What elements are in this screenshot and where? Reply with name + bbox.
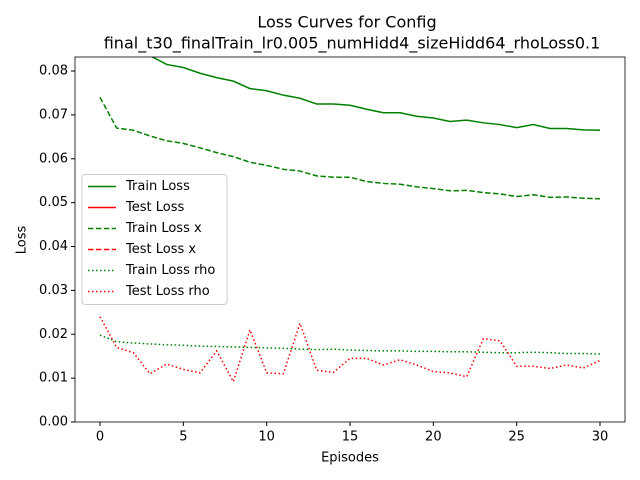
legend-label: Test Loss rho [125,284,210,299]
y-tick-label: 0.08 [39,64,68,79]
series-line [150,57,601,132]
x-axis-label: Episodes [321,451,379,466]
legend-label: Test Loss [125,200,184,215]
x-tick-label: 30 [592,430,609,445]
x-tick-label: 0 [96,430,104,445]
legend-box [81,174,228,305]
y-tick-label: 0.00 [39,415,68,430]
legend-label: Train Loss x [125,221,202,236]
x-tick-label: 5 [179,430,187,445]
y-tick-label: 0.05 [39,195,68,210]
y-axis-label: Loss [15,226,30,255]
x-tick-label: 25 [508,430,525,445]
y-tick-label: 0.02 [39,327,68,342]
y-tick-label: 0.03 [39,283,68,298]
y-tick-label: 0.06 [39,151,68,166]
y-tick-label: 0.04 [39,239,68,254]
series-line [99,334,601,355]
y-tick-label: 0.07 [39,107,68,122]
y-tick-label: 0.01 [39,371,68,386]
legend-label: Test Loss x [125,242,196,257]
chart-subtitle: final_t30_finalTrain_lr0.005_numHidd4_si… [104,34,601,54]
legend-label: Train Loss [125,179,190,194]
legend: Train Loss Test Loss Train Loss x Test Loss… [81,174,228,305]
x-tick-label: 15 [342,430,359,445]
x-tick-label: 10 [258,430,275,445]
chart-title: Loss Curves for Config [257,13,436,32]
x-tick-label: 20 [425,430,442,445]
legend-label: Train Loss rho [125,263,215,278]
series-line [99,97,601,200]
plot-frame [74,56,626,423]
series-line [99,316,601,384]
plot-lines [99,57,601,384]
